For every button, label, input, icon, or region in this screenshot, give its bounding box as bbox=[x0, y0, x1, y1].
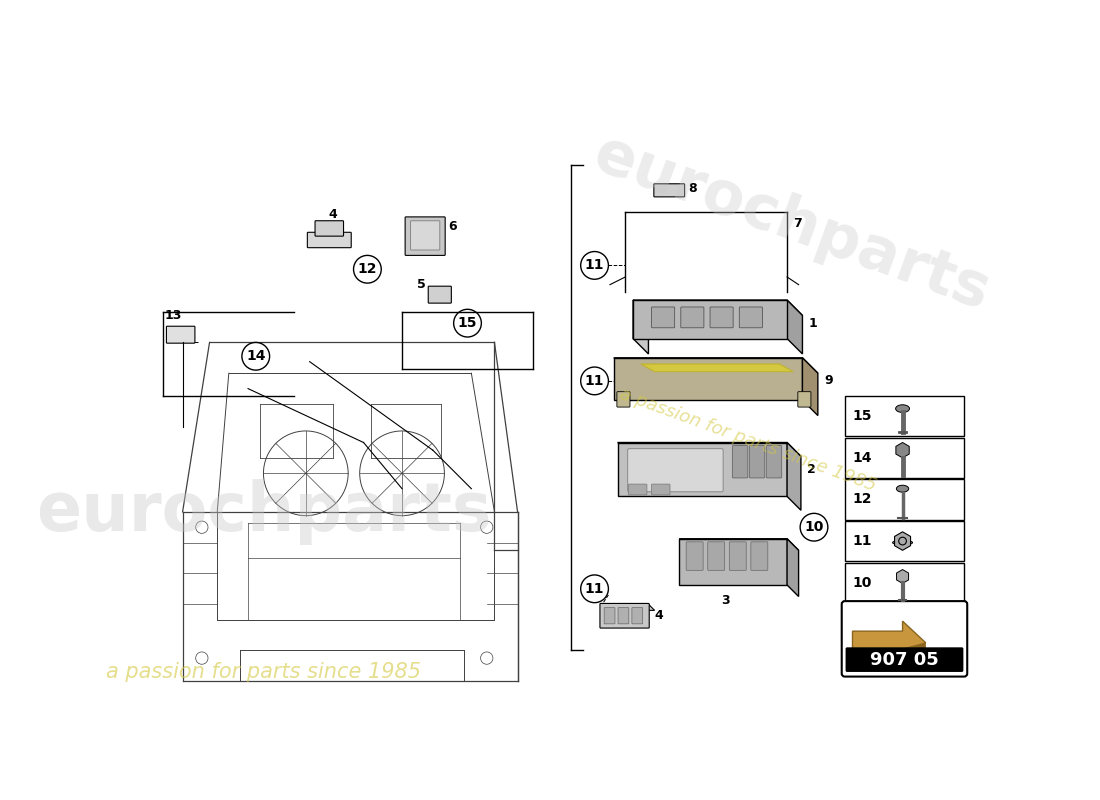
FancyBboxPatch shape bbox=[631, 608, 642, 624]
Polygon shape bbox=[640, 364, 793, 372]
FancyBboxPatch shape bbox=[845, 479, 964, 519]
Text: 11: 11 bbox=[585, 582, 604, 596]
FancyBboxPatch shape bbox=[798, 392, 811, 407]
Polygon shape bbox=[614, 358, 818, 373]
FancyBboxPatch shape bbox=[846, 647, 964, 672]
Text: 11: 11 bbox=[585, 258, 604, 272]
Ellipse shape bbox=[895, 405, 910, 413]
FancyBboxPatch shape bbox=[628, 449, 723, 492]
FancyBboxPatch shape bbox=[681, 307, 704, 328]
Text: 11: 11 bbox=[585, 374, 604, 388]
Polygon shape bbox=[680, 538, 788, 585]
Polygon shape bbox=[680, 538, 799, 550]
FancyBboxPatch shape bbox=[166, 326, 195, 343]
FancyBboxPatch shape bbox=[307, 232, 351, 248]
FancyBboxPatch shape bbox=[845, 521, 964, 561]
FancyBboxPatch shape bbox=[842, 601, 967, 677]
Polygon shape bbox=[788, 442, 801, 510]
FancyBboxPatch shape bbox=[707, 542, 725, 570]
Text: 4: 4 bbox=[654, 610, 663, 622]
Text: a passion for parts since 1985: a passion for parts since 1985 bbox=[617, 385, 879, 495]
Text: 13: 13 bbox=[165, 309, 183, 322]
Text: 9: 9 bbox=[824, 374, 833, 387]
Text: 15: 15 bbox=[852, 410, 872, 423]
Text: 10: 10 bbox=[852, 576, 872, 590]
Polygon shape bbox=[618, 442, 788, 496]
Polygon shape bbox=[634, 300, 788, 338]
FancyBboxPatch shape bbox=[405, 217, 446, 255]
FancyBboxPatch shape bbox=[845, 438, 964, 478]
Text: 15: 15 bbox=[458, 316, 477, 330]
FancyBboxPatch shape bbox=[617, 392, 630, 407]
FancyBboxPatch shape bbox=[749, 446, 764, 478]
FancyBboxPatch shape bbox=[651, 307, 674, 328]
FancyBboxPatch shape bbox=[618, 608, 629, 624]
FancyBboxPatch shape bbox=[767, 446, 782, 478]
FancyBboxPatch shape bbox=[653, 184, 684, 197]
FancyBboxPatch shape bbox=[729, 542, 746, 570]
Text: 1: 1 bbox=[808, 317, 817, 330]
FancyBboxPatch shape bbox=[739, 307, 762, 328]
FancyBboxPatch shape bbox=[604, 608, 615, 624]
FancyBboxPatch shape bbox=[410, 221, 440, 250]
Text: 7: 7 bbox=[793, 217, 802, 230]
FancyBboxPatch shape bbox=[733, 446, 748, 478]
FancyBboxPatch shape bbox=[845, 396, 964, 436]
Polygon shape bbox=[601, 604, 654, 610]
Text: 11: 11 bbox=[852, 534, 872, 548]
Polygon shape bbox=[618, 442, 801, 456]
Text: a passion for parts since 1985: a passion for parts since 1985 bbox=[107, 662, 421, 682]
FancyBboxPatch shape bbox=[315, 221, 343, 236]
Polygon shape bbox=[788, 538, 799, 597]
Polygon shape bbox=[803, 358, 818, 415]
Text: eurochparts: eurochparts bbox=[586, 125, 998, 323]
Text: 3: 3 bbox=[722, 594, 729, 607]
Polygon shape bbox=[614, 358, 803, 400]
Text: 12: 12 bbox=[358, 262, 377, 276]
Text: 14: 14 bbox=[246, 350, 265, 363]
FancyBboxPatch shape bbox=[686, 542, 703, 570]
Text: eurochparts: eurochparts bbox=[36, 479, 492, 545]
Text: 10: 10 bbox=[804, 520, 824, 534]
Text: 4: 4 bbox=[329, 208, 337, 221]
FancyBboxPatch shape bbox=[845, 562, 964, 602]
Ellipse shape bbox=[892, 540, 913, 545]
Text: 14: 14 bbox=[852, 451, 872, 465]
FancyBboxPatch shape bbox=[600, 603, 649, 628]
Text: 8: 8 bbox=[689, 182, 697, 195]
Polygon shape bbox=[852, 642, 926, 662]
Text: 12: 12 bbox=[852, 493, 872, 506]
Polygon shape bbox=[634, 300, 649, 354]
Text: 907 05: 907 05 bbox=[870, 650, 939, 669]
Ellipse shape bbox=[896, 486, 909, 492]
Text: 6: 6 bbox=[449, 220, 456, 234]
Polygon shape bbox=[634, 300, 803, 315]
Text: 5: 5 bbox=[418, 278, 426, 291]
Text: 2: 2 bbox=[807, 463, 816, 476]
FancyBboxPatch shape bbox=[711, 307, 733, 328]
Polygon shape bbox=[852, 621, 926, 657]
FancyBboxPatch shape bbox=[651, 484, 670, 495]
FancyBboxPatch shape bbox=[428, 286, 451, 303]
FancyBboxPatch shape bbox=[628, 484, 647, 495]
FancyBboxPatch shape bbox=[751, 542, 768, 570]
Polygon shape bbox=[788, 300, 803, 354]
